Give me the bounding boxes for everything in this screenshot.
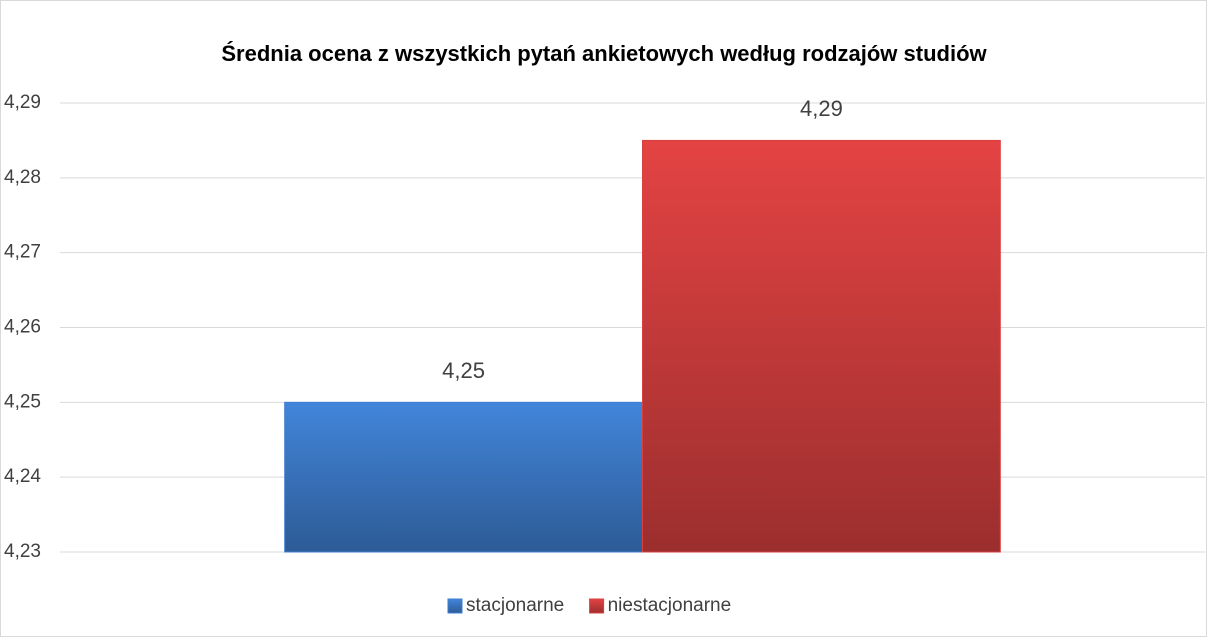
y-tick-label: 4,24 xyxy=(4,466,41,487)
legend-swatch xyxy=(589,598,605,614)
data-label: 4,25 xyxy=(442,358,485,383)
y-tick-label: 4,23 xyxy=(4,541,41,562)
y-tick-label: 4,26 xyxy=(4,317,41,338)
chart-title: Średnia ocena z wszystkich pytań ankieto… xyxy=(221,41,987,66)
legend-label: stacjonarne xyxy=(466,595,564,616)
y-tick-label: 4,25 xyxy=(4,391,41,412)
bar xyxy=(284,401,643,553)
y-tick-label: 4,27 xyxy=(4,242,41,263)
y-tick-label: 4,29 xyxy=(4,92,41,113)
legend-swatch xyxy=(447,598,463,614)
legend-label: niestacjonarne xyxy=(608,595,732,616)
data-label: 4,29 xyxy=(800,96,843,121)
y-tick-label: 4,28 xyxy=(4,167,41,188)
bar xyxy=(642,139,1001,553)
